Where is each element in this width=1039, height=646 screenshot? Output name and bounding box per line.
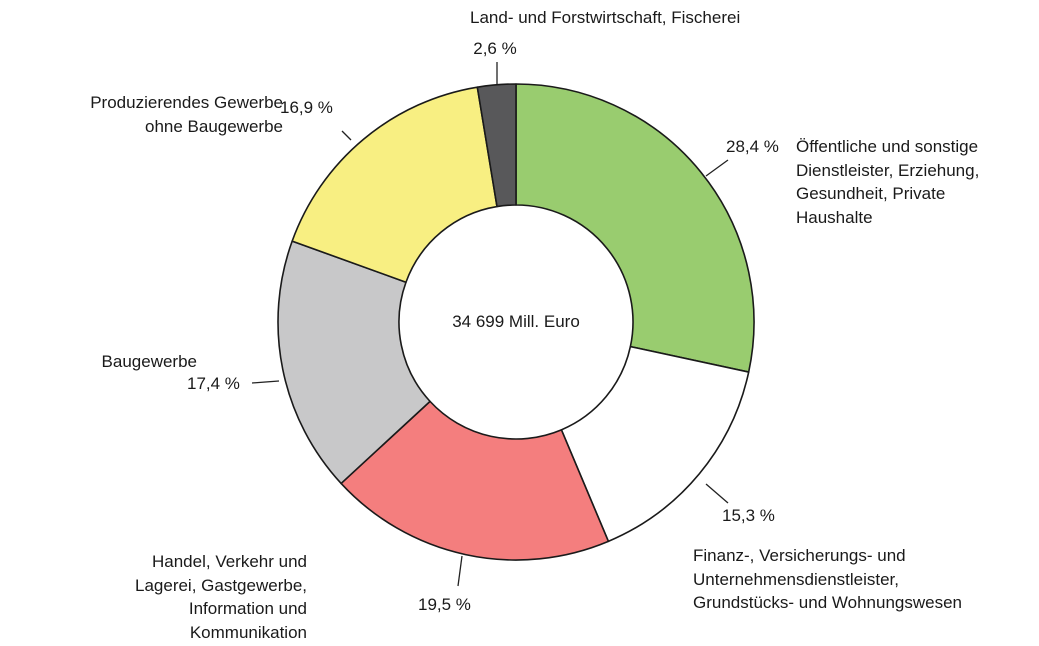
category-label: Produzierendes Gewerbe ohne Baugewerbe (90, 93, 283, 136)
category-label: Handel, Verkehr und Lagerei, Gastgewerbe… (135, 552, 307, 642)
category-label: Finanz-, Versicherungs- und Unternehmens… (693, 546, 963, 612)
category-label: Baugewerbe (101, 352, 197, 371)
slice (277, 240, 431, 485)
leader-lines (251, 62, 729, 587)
value-label: 2,6 % (473, 39, 517, 58)
value-label: 16,9 % (280, 98, 333, 117)
slice (515, 83, 755, 373)
value-label: 28,4 % (726, 137, 779, 156)
category-label: Land- und Forstwirtschaft, Fischerei (470, 8, 741, 27)
leader-line (705, 483, 729, 504)
leader-line (251, 380, 280, 384)
value-label: 17,4 % (187, 374, 240, 393)
slice (340, 400, 610, 561)
slice (560, 345, 750, 543)
category-label: Öffentliche und sonstige Dienstleister, … (796, 137, 980, 227)
center-label: 34 699 Mill. Euro (452, 312, 580, 331)
slice (476, 83, 517, 208)
value-label: 19,5 % (418, 595, 471, 614)
leader-line (341, 130, 352, 141)
leader-line (705, 159, 729, 177)
leader-line (457, 555, 463, 587)
slice (291, 86, 498, 284)
value-label: 15,3 % (722, 506, 775, 525)
